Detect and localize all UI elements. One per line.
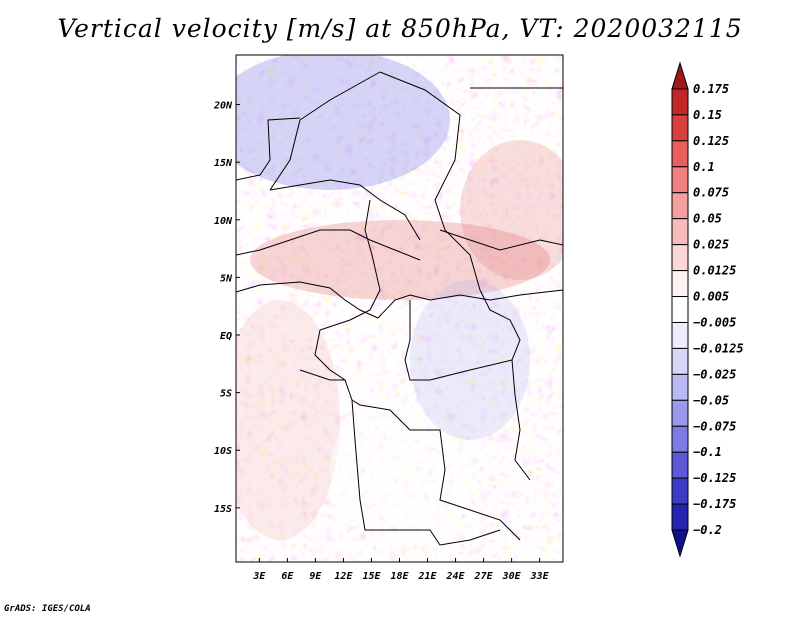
colorbar-segment [671,373,689,401]
colorbar-segment [671,114,689,142]
y-tick-label: 5N [220,273,233,284]
colorbar-segment [671,218,689,246]
x-tick-label: 6E [281,571,294,582]
colorbar-segment [671,270,689,298]
colorbar-segment [671,321,689,349]
y-tick-label: 10S [214,446,232,457]
velocity-field [236,55,563,562]
x-axis: 3E 6E 9E 12E 15E 18E 21E 24E 27E 30E 33E [252,558,550,582]
y-tick-label: 20N [213,101,233,112]
footer-credit: GrADS: IGES/COLA [4,604,91,614]
colorbar-label: 0.1 [693,160,715,174]
colorbar: 0.175 0.15 0.125 0.1 0.075 0.05 0.025 0.0125 0.0… [671,61,744,558]
chart-title: Vertical velocity [m/s] at 850hPa, VT: 2… [57,14,743,43]
colorbar-label: 0.005 [693,290,729,304]
colorbar-segment [671,529,689,558]
colorbar-segment [671,166,689,194]
colorbar-segment [671,451,689,479]
colorbar-segment [671,296,689,323]
country-borders [236,71,563,546]
colorbar-segment [671,477,689,505]
x-tick-label: 3E [252,571,266,582]
colorbar-segment [671,61,689,90]
x-tick-label: 9E [309,571,322,582]
colorbar-segment [671,503,689,531]
colorbar-segment [671,425,689,453]
y-axis: 20N 15N 10N 5N EQ 5S 10S 15S [213,101,240,515]
colorbar-label: −0.025 [693,367,736,381]
colorbar-label: 0.05 [693,212,722,226]
colorbar-label: −0.2 [693,523,722,537]
y-tick-label: 10N [214,216,233,227]
colorbar-label: 0.15 [693,108,722,122]
y-tick-label: EQ [220,331,232,342]
x-tick-label: 27E [474,571,494,582]
x-tick-label: 33E [530,571,550,582]
colorbar-label: 0.0125 [693,264,736,278]
colorbar-label: 0.125 [693,134,729,148]
x-tick-label: 30E [502,571,522,582]
colorbar-segment [671,140,689,168]
x-tick-label: 24E [446,571,466,582]
colorbar-label: −0.05 [693,393,729,407]
x-tick-label: 12E [334,571,353,582]
colorbar-segment [671,192,689,220]
colorbar-label: −0.1 [693,445,722,459]
colorbar-label: −0.175 [693,497,736,511]
colorbar-segment [671,88,689,116]
colorbar-label: −0.075 [693,419,736,433]
colorbar-label: −0.0125 [693,341,744,355]
colorbar-label: 0.025 [693,238,729,252]
colorbar-segment [671,244,689,272]
colorbar-label: 0.175 [693,82,729,96]
x-tick-label: 15E [362,571,381,582]
x-tick-label: 21E [417,571,437,582]
colorbar-segment [671,347,689,375]
x-tick-label: 18E [390,571,409,582]
colorbar-segment [671,399,689,427]
y-tick-label: 15S [214,504,232,515]
colorbar-label: 0.075 [693,186,729,200]
y-tick-label: 15N [214,158,233,169]
y-tick-label: 5S [220,389,232,400]
colorbar-label: −0.005 [693,315,736,329]
colorbar-label: −0.125 [693,471,736,485]
